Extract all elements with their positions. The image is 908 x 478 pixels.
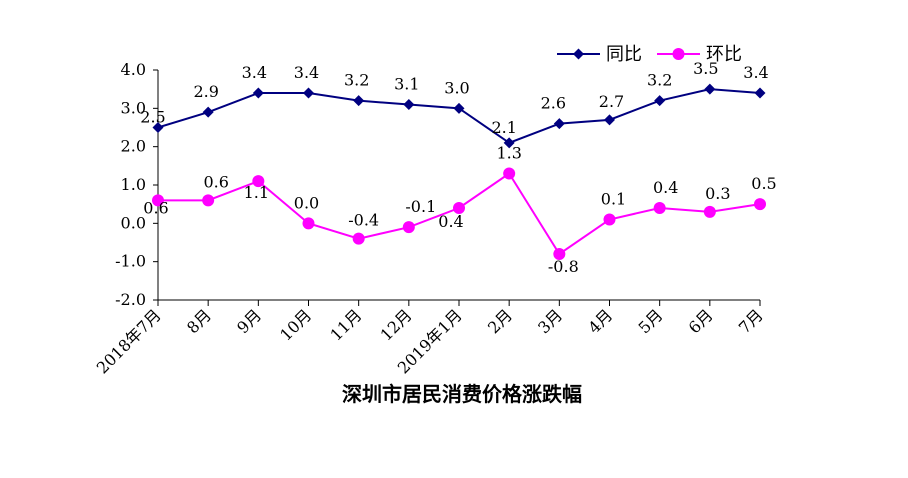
data-point [353, 95, 365, 107]
x-tick-label: 3月 [534, 305, 566, 337]
data-point [704, 83, 716, 95]
data-point [503, 167, 516, 180]
data-label: 3.0 [444, 78, 469, 97]
legend-item: 同比 [557, 44, 642, 65]
data-label: 3.5 [693, 59, 718, 78]
data-point [302, 217, 315, 230]
data-label: 0.0 [294, 193, 319, 212]
data-point [352, 232, 365, 245]
x-tick-label: 7月 [735, 305, 767, 337]
data-label: -0.8 [548, 257, 579, 276]
data-label: 2.7 [599, 92, 624, 111]
series-layer [152, 83, 766, 260]
data-point [152, 194, 164, 207]
data-label: 0.3 [705, 184, 730, 203]
x-tick-label: 6月 [685, 305, 717, 337]
y-tick-label: -1.0 [115, 252, 146, 271]
x-tick-label: 11月 [326, 305, 365, 344]
data-label: 3.1 [394, 75, 419, 94]
x-tick-label: 12月 [377, 305, 416, 344]
data-label: 1.1 [244, 183, 269, 202]
x-tick-label: 5月 [635, 305, 667, 337]
data-point [202, 106, 214, 118]
x-tick-label: 2月 [484, 305, 516, 337]
data-point [754, 87, 766, 99]
data-label: 3.2 [344, 71, 369, 90]
data-label: 3.4 [743, 63, 768, 82]
data-label: 3.4 [242, 63, 267, 82]
data-label: 3.4 [294, 63, 319, 82]
data-label: 0.6 [143, 198, 168, 217]
data-point [303, 87, 314, 99]
data-point [453, 202, 465, 214]
legend-marker [672, 48, 685, 60]
data-point [252, 175, 265, 188]
data-label: 3.2 [647, 71, 672, 90]
y-tick-label: 0.0 [121, 213, 146, 232]
data-label: 2.1 [491, 118, 516, 137]
data-point [654, 95, 666, 107]
data-point [553, 248, 566, 260]
data-point [604, 114, 615, 126]
series-mom [152, 167, 766, 260]
data-labels: 2.5 2.9 3.4 3.4 3.2 3.1 3.0 2.1 2.6 2.7 3.2 3.5 3.4 0… [140, 59, 776, 276]
data-point [202, 194, 215, 207]
chart-title: 深圳市居民消费价格涨跌幅 [342, 382, 582, 406]
legend-item: 环比 [657, 44, 742, 65]
data-point [503, 137, 515, 149]
x-tick-label: 4月 [584, 305, 616, 337]
y-tick-label: 2.0 [121, 137, 146, 156]
data-point [553, 118, 565, 130]
x-tick-label: 8月 [183, 305, 215, 337]
data-point [252, 87, 264, 99]
data-point [453, 102, 465, 114]
legend-label: 同比 [606, 44, 642, 65]
x-tick-label: 9月 [233, 305, 265, 337]
data-label: 1.3 [496, 144, 521, 163]
x-tick-label: 2018年7月 [93, 305, 165, 377]
data-label: -0.1 [405, 197, 436, 216]
data-label: 2.5 [140, 108, 165, 127]
y-tick-label: -2.0 [115, 290, 146, 309]
data-label: 0.6 [203, 172, 228, 191]
data-label: -0.4 [348, 211, 379, 230]
series-yoy [152, 83, 766, 149]
data-point [402, 221, 415, 234]
legend-marker [573, 48, 584, 60]
data-point [403, 99, 415, 110]
legend-label: 环比 [706, 44, 742, 65]
y-tick-label: 3.0 [121, 98, 146, 117]
data-point [603, 213, 616, 226]
data-label: 0.1 [601, 190, 626, 209]
data-point [703, 205, 716, 218]
data-label: 0.4 [653, 178, 678, 197]
data-point [152, 122, 164, 133]
x-tick-label: 10月 [276, 305, 315, 344]
y-tick-label: 1.0 [121, 175, 146, 194]
data-label: 0.5 [751, 174, 776, 193]
y-tick-label: 4.0 [121, 60, 146, 79]
data-label: 2.6 [541, 94, 566, 113]
data-label: 2.9 [193, 82, 218, 101]
data-point [653, 202, 666, 214]
data-label: 0.4 [438, 212, 463, 231]
data-point [754, 198, 766, 211]
legend: 同比 环比 [557, 44, 742, 65]
